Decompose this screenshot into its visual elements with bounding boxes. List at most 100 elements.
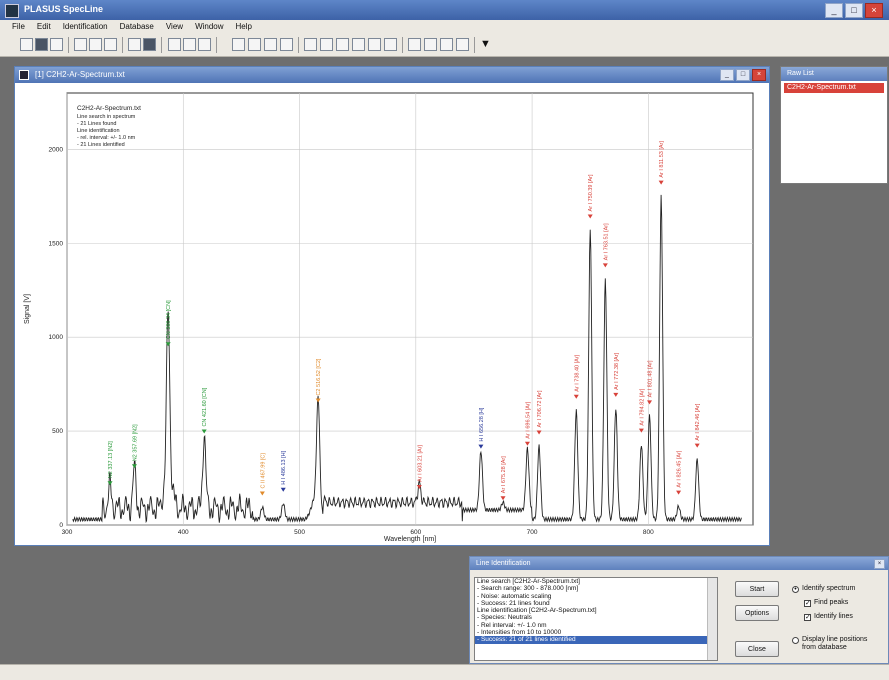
menu-help[interactable]: Help bbox=[235, 22, 252, 31]
checkbox-checked-icon[interactable]: ✓ bbox=[804, 614, 811, 621]
peak-label: C2 516.52 [C2] bbox=[316, 358, 322, 395]
database-icon[interactable] bbox=[336, 38, 349, 51]
export-icon[interactable] bbox=[384, 38, 397, 51]
x-tick-label: 500 bbox=[294, 529, 305, 536]
peak-label: Ar I 763.51 [Ar] bbox=[603, 223, 609, 260]
peak-marker bbox=[500, 496, 506, 501]
radio-unselected-icon[interactable] bbox=[792, 637, 799, 644]
copy-icon[interactable] bbox=[89, 38, 102, 51]
app-icon bbox=[5, 4, 19, 18]
peak-label: Ar I 801.48 [Ar] bbox=[648, 360, 654, 397]
preview-icon[interactable] bbox=[128, 38, 141, 51]
peak-label: Ar I 826.45 [Ar] bbox=[677, 450, 683, 487]
paste-icon[interactable] bbox=[104, 38, 117, 51]
child-minimize-button[interactable]: _ bbox=[720, 69, 734, 81]
peak-marker bbox=[536, 430, 542, 435]
zoom-x-icon[interactable] bbox=[280, 38, 293, 51]
peak-find-icon[interactable] bbox=[304, 38, 317, 51]
new-icon[interactable] bbox=[50, 38, 63, 51]
open-icon[interactable] bbox=[20, 38, 33, 51]
peak-label: Ar I 706.72 [Ar] bbox=[537, 390, 543, 427]
menu-view[interactable]: View bbox=[165, 22, 184, 31]
identification-log[interactable]: Line search [C2H2-Ar-Spectrum.txt] - Sea… bbox=[474, 577, 718, 661]
report-icon[interactable] bbox=[368, 38, 381, 51]
document-icon bbox=[19, 70, 29, 80]
zoom-out-icon[interactable] bbox=[264, 38, 277, 51]
window-tile-icon[interactable] bbox=[424, 38, 437, 51]
log-scrollbar[interactable] bbox=[707, 578, 717, 660]
peak-label: Ar I 811.53 [Ar] bbox=[659, 141, 665, 178]
zoom-in-icon[interactable] bbox=[248, 38, 261, 51]
menu-identification[interactable]: Identification bbox=[62, 22, 108, 31]
identify-spectrum-option[interactable]: • Identify spectrum bbox=[792, 585, 855, 593]
redo-icon[interactable] bbox=[198, 38, 211, 51]
undo-icon[interactable] bbox=[183, 38, 196, 51]
start-button[interactable]: Start bbox=[735, 581, 779, 597]
cut-icon[interactable] bbox=[74, 38, 87, 51]
menu-edit[interactable]: Edit bbox=[36, 22, 51, 31]
window-list-icon[interactable] bbox=[440, 38, 453, 51]
chart-info-line: - rel. interval: +/- 1.0 nm bbox=[77, 135, 136, 141]
spectrum-chart[interactable]: 300 400 500 600 700 800 0 500 1000 1500 2000 N2 33… bbox=[15, 83, 769, 545]
peak-label: N2 337.13 [N2] bbox=[108, 441, 114, 478]
dialog-close-icon[interactable]: × bbox=[874, 559, 885, 569]
status-bar bbox=[0, 664, 889, 680]
log-line: - Intensities from 10 to 10000 bbox=[477, 629, 562, 637]
raw-list-panel: Raw List C2H2-Ar-Spectrum.txt bbox=[780, 66, 888, 184]
menu-window[interactable]: Window bbox=[195, 22, 224, 31]
chart-info-line: Line search in spectrum bbox=[77, 114, 136, 120]
find-peaks-option[interactable]: ✓ Find peaks bbox=[804, 599, 848, 607]
window-cascade-icon[interactable] bbox=[408, 38, 421, 51]
peak-marker bbox=[602, 263, 608, 268]
app-title: PLASUS SpecLine bbox=[24, 4, 104, 14]
checkbox-checked-icon[interactable]: ✓ bbox=[804, 600, 811, 607]
toolbar: ▼ bbox=[0, 34, 889, 57]
display-db-option[interactable]: Display line positions from database bbox=[792, 636, 876, 652]
peak-label: Ar I 750.39 [Ar] bbox=[588, 174, 594, 211]
identify-spectrum-label: Identify spectrum bbox=[802, 585, 856, 592]
options-button[interactable]: Options bbox=[735, 605, 779, 621]
zoom-fit-icon[interactable] bbox=[232, 38, 245, 51]
maximize-button[interactable]: □ bbox=[845, 3, 863, 18]
peak-marker bbox=[613, 392, 619, 397]
raw-list-item[interactable]: C2H2-Ar-Spectrum.txt bbox=[784, 83, 884, 93]
peak-label: Ar I 696.54 [Ar] bbox=[525, 401, 531, 438]
close-button[interactable]: × bbox=[865, 3, 883, 18]
peak-marker bbox=[638, 428, 644, 433]
spectrum-line bbox=[72, 194, 742, 524]
peak-marker bbox=[280, 487, 286, 492]
spectrum-window-title-bar: [1] C2H2-Ar-Spectrum.txt _ □ × bbox=[15, 67, 769, 83]
chart-info-line: C2H2-Ar-Spectrum.txt bbox=[77, 105, 141, 112]
peak-label: Ar I 603.21 [Ar] bbox=[417, 444, 423, 481]
chart-info-box: C2H2-Ar-Spectrum.txt Line search in spec… bbox=[77, 105, 141, 148]
info-icon[interactable] bbox=[168, 38, 181, 51]
minimize-button[interactable]: _ bbox=[825, 3, 843, 18]
close-dialog-button[interactable]: Close bbox=[735, 641, 779, 657]
peak-marker bbox=[676, 490, 682, 495]
x-tick-label: 400 bbox=[178, 529, 189, 536]
toolbar-separator bbox=[68, 37, 69, 53]
child-maximize-button[interactable]: □ bbox=[736, 69, 750, 81]
identify-icon[interactable] bbox=[320, 38, 333, 51]
save-icon[interactable] bbox=[35, 38, 48, 51]
compare-icon[interactable] bbox=[352, 38, 365, 51]
x-tick-label: 700 bbox=[527, 529, 538, 536]
x-axis-label: Wavelength [nm] bbox=[384, 536, 436, 543]
menu-database[interactable]: Database bbox=[119, 22, 154, 31]
peak-marker bbox=[165, 342, 171, 347]
spectrum-window-title: [1] C2H2-Ar-Spectrum.txt bbox=[35, 70, 125, 79]
print-icon[interactable] bbox=[143, 38, 156, 51]
settings-icon[interactable] bbox=[456, 38, 469, 51]
x-tick-label: 600 bbox=[410, 529, 421, 536]
help-icon[interactable]: ▼ bbox=[480, 38, 491, 50]
peak-marker bbox=[658, 180, 664, 185]
x-tick-label: 800 bbox=[643, 529, 654, 536]
log-line: - Search range: 300 - 878.000 [nm] bbox=[477, 585, 579, 593]
peak-marker bbox=[107, 481, 113, 486]
child-close-button[interactable]: × bbox=[752, 69, 766, 81]
menu-file[interactable]: File bbox=[12, 22, 25, 31]
peak-marker bbox=[694, 443, 700, 448]
app-title-bar: PLASUS SpecLine _ □ × bbox=[0, 0, 889, 20]
identify-lines-option[interactable]: ✓ Identify lines bbox=[804, 613, 853, 621]
radio-selected-icon[interactable]: • bbox=[792, 586, 799, 593]
